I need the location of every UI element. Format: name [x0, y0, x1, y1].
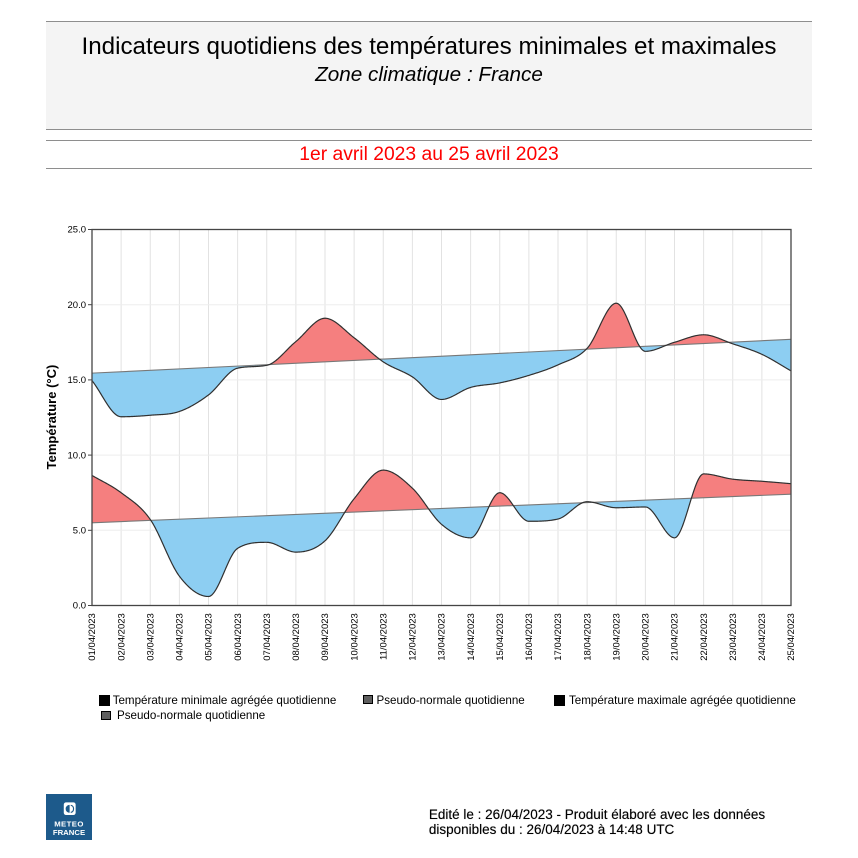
svg-text:25.0: 25.0 [68, 225, 87, 236]
svg-text:20.0: 20.0 [68, 300, 87, 311]
svg-text:METEO: METEO [54, 820, 84, 829]
svg-text:03/04/2023: 03/04/2023 [145, 613, 156, 661]
svg-text:04/04/2023: 04/04/2023 [175, 613, 186, 661]
svg-text:25/04/2023: 25/04/2023 [786, 613, 797, 661]
svg-text:Température (°C): Température (°C) [44, 365, 59, 470]
svg-text:17/04/2023: 17/04/2023 [553, 613, 564, 661]
svg-text:09/04/2023: 09/04/2023 [320, 613, 331, 661]
svg-text:19/04/2023: 19/04/2023 [611, 613, 622, 661]
svg-text:07/04/2023: 07/04/2023 [262, 613, 273, 661]
svg-text:15.0: 15.0 [68, 375, 87, 386]
svg-text:11/04/2023: 11/04/2023 [378, 613, 389, 660]
svg-text:24/04/2023: 24/04/2023 [757, 613, 768, 661]
svg-text:22/04/2023: 22/04/2023 [699, 613, 710, 661]
svg-text:05/04/2023: 05/04/2023 [204, 613, 215, 661]
svg-text:21/04/2023: 21/04/2023 [670, 613, 681, 661]
svg-text:0.0: 0.0 [73, 601, 86, 612]
svg-text:10.0: 10.0 [68, 450, 87, 461]
svg-text:18/04/2023: 18/04/2023 [582, 613, 593, 661]
svg-text:FRANCE: FRANCE [53, 828, 85, 837]
svg-text:14/04/2023: 14/04/2023 [466, 613, 477, 661]
svg-text:02/04/2023: 02/04/2023 [116, 613, 127, 661]
svg-text:15/04/2023: 15/04/2023 [495, 613, 506, 661]
svg-text:5.0: 5.0 [73, 526, 86, 537]
svg-text:06/04/2023: 06/04/2023 [233, 613, 244, 661]
svg-text:16/04/2023: 16/04/2023 [524, 613, 535, 661]
svg-text:08/04/2023: 08/04/2023 [291, 613, 302, 661]
svg-text:01/04/2023: 01/04/2023 [87, 613, 98, 661]
svg-text:20/04/2023: 20/04/2023 [641, 613, 652, 661]
svg-text:13/04/2023: 13/04/2023 [437, 613, 448, 661]
svg-text:10/04/2023: 10/04/2023 [349, 613, 360, 661]
svg-text:23/04/2023: 23/04/2023 [728, 613, 739, 661]
svg-text:12/04/2023: 12/04/2023 [408, 613, 419, 661]
